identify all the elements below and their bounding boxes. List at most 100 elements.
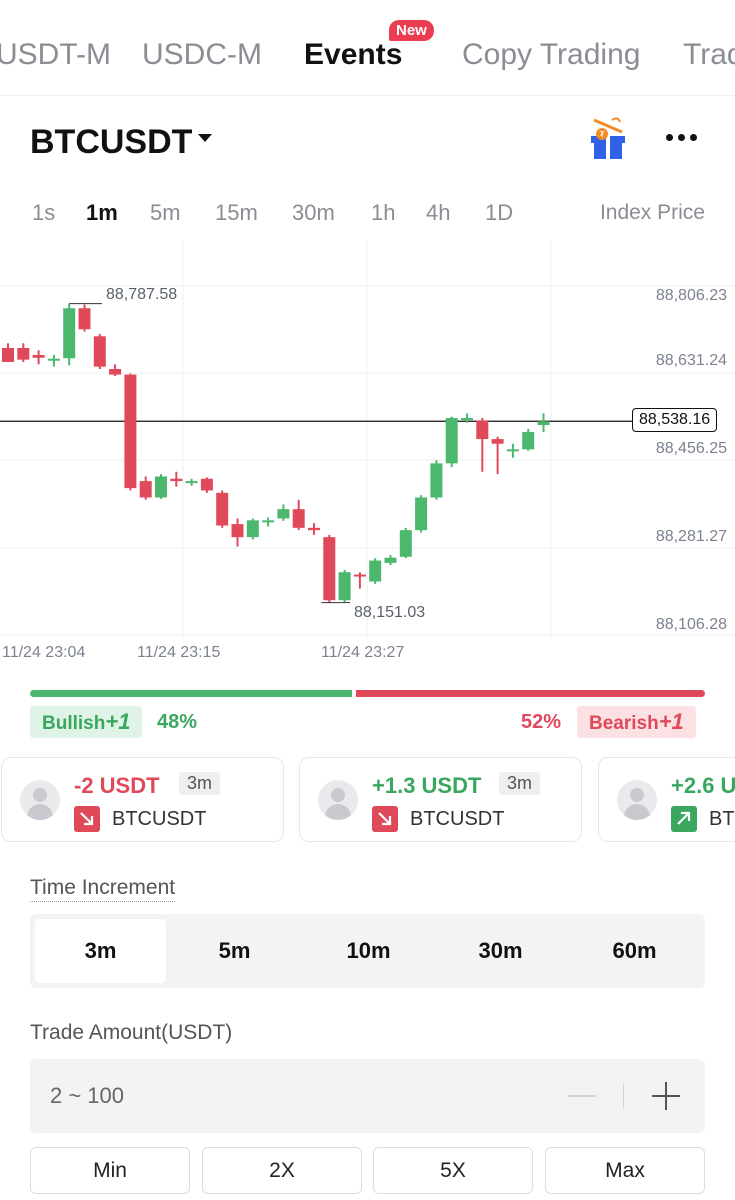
pair-selector[interactable]: BTCUSDT: [30, 123, 193, 161]
candle-body: [476, 420, 489, 440]
interval-5m[interactable]: 5m: [150, 200, 181, 225]
candle-body: [522, 432, 535, 450]
interval-1s[interactable]: 1s: [32, 200, 56, 225]
interval-15m[interactable]: 15m: [215, 200, 258, 225]
bearish-multiplier: +1: [658, 709, 684, 734]
candle-body: [200, 478, 213, 491]
x-tick-label: 11/24 23:15: [137, 644, 221, 661]
bearish-bar: [356, 690, 705, 697]
bearish-label: Bearish: [589, 713, 659, 734]
trade-symbol: BTCUSDT: [112, 808, 207, 830]
candle-body: [93, 336, 106, 367]
bullish-badge: Bullish+1: [30, 706, 143, 738]
bullish-multiplier: +1: [105, 709, 131, 734]
minus-icon: [568, 1095, 596, 1097]
price-chart[interactable]: 88,806.23 88,631.24 88,456.25 88,281.27 …: [0, 240, 735, 670]
recent-trades: -2 USDT 3m BTCUSDT +1.3 USDT 3m BTCUSDT …: [0, 757, 735, 843]
candle-body: [430, 463, 443, 498]
candle-body: [308, 527, 320, 531]
trade-amount-label: Trade Amount(USDT): [30, 1021, 233, 1044]
candle-body: [47, 358, 60, 361]
index-price-toggle[interactable]: Index Price: [599, 201, 705, 224]
y-tick-label: 88,806.23: [655, 287, 727, 304]
time-option-60m[interactable]: 60m: [612, 938, 657, 963]
arrow-up-right-icon: [671, 806, 697, 832]
y-tick-label: 88,106.28: [655, 616, 727, 633]
interval-1m[interactable]: 1m: [86, 200, 118, 225]
min-button[interactable]: Min: [30, 1147, 190, 1194]
low-price-label: 88,151.03: [354, 604, 426, 621]
interval-1d[interactable]: 1D: [485, 200, 514, 225]
candle-body: [32, 354, 45, 358]
candle-body: [139, 481, 152, 498]
max-button[interactable]: Max: [545, 1147, 705, 1194]
trade-amount-field: [30, 1059, 705, 1133]
time-option-3m[interactable]: 3m: [35, 919, 166, 983]
more-icon[interactable]: [666, 134, 698, 142]
sentiment-bar: Bullish+1 48% 52% Bearish+1: [0, 686, 735, 746]
trade-pnl: +1.3 USDT: [372, 773, 482, 798]
trade-pnl: -2 USDT: [74, 773, 160, 798]
candle-body: [246, 520, 259, 538]
bullish-percent: 48%: [157, 711, 198, 733]
trade-symbol: BT: [709, 808, 735, 830]
trade-duration: 3m: [179, 772, 221, 795]
candle-body: [170, 478, 183, 482]
candle-body: [384, 557, 397, 563]
candle-body: [338, 572, 351, 601]
gift-icon[interactable]: ₮: [590, 116, 626, 160]
time-option-5m[interactable]: 5m: [218, 938, 251, 963]
candle-body: [353, 574, 366, 577]
trade-duration: 3m: [499, 772, 541, 795]
interval-4h[interactable]: 4h: [426, 200, 451, 225]
candle-body: [277, 509, 290, 519]
tab-usdt-m[interactable]: USDT-M: [0, 38, 111, 71]
candle-body: [323, 537, 336, 601]
interval-1h[interactable]: 1h: [371, 200, 396, 225]
candle-body: [185, 481, 198, 484]
trade-card[interactable]: +1.3 USDT 3m BTCUSDT: [299, 757, 582, 842]
trade-pnl: +2.6 U: [671, 773, 735, 798]
bearish-percent: 52%: [521, 711, 562, 733]
interval-selector: 1s 1m 5m 15m 30m 1h 4h 1D Index Price: [0, 186, 735, 240]
5x-button[interactable]: 5X: [373, 1147, 533, 1194]
y-tick-label: 88,631.24: [655, 352, 727, 369]
candle-body: [124, 374, 137, 489]
candle-body: [537, 421, 550, 426]
candle-body: [415, 497, 428, 531]
candle-body: [109, 368, 122, 375]
bearish-badge: Bearish+1: [577, 706, 696, 738]
x-tick-label: 11/24 23:27: [321, 644, 405, 661]
tab-events[interactable]: Events: [304, 38, 403, 71]
chart-grid: [0, 240, 735, 638]
pair-header: BTCUSDT ₮: [0, 96, 735, 186]
arrow-down-right-icon: [372, 806, 398, 832]
2x-button[interactable]: 2X: [202, 1147, 362, 1194]
svg-text:₮: ₮: [599, 130, 605, 139]
interval-30m[interactable]: 30m: [292, 200, 335, 225]
tab-trading-bots[interactable]: Trad: [683, 38, 735, 71]
tab-usdc-m[interactable]: USDC-M: [142, 38, 262, 71]
avatar: [20, 780, 60, 820]
candle-body: [262, 520, 275, 523]
time-option-30m[interactable]: 30m: [478, 938, 523, 963]
trade-card[interactable]: -2 USDT 3m BTCUSDT: [1, 757, 284, 842]
candle-body: [491, 439, 504, 444]
bullish-label: Bullish: [42, 713, 106, 734]
candle-body: [506, 449, 519, 452]
trade-amount-input[interactable]: [50, 1081, 450, 1111]
bullish-bar: [30, 690, 352, 697]
y-tick-label: 88,456.25: [655, 440, 727, 457]
x-tick-label: 11/24 23:04: [2, 644, 86, 661]
time-increment-selector: 3m 5m 10m 30m 60m: [30, 914, 705, 988]
time-option-10m[interactable]: 10m: [346, 938, 391, 963]
time-increment-label[interactable]: Time Increment: [30, 876, 176, 902]
trade-card[interactable]: +2.6 U BT: [598, 757, 735, 842]
tab-copy-trading[interactable]: Copy Trading: [462, 38, 641, 71]
chevron-down-icon[interactable]: [198, 134, 212, 142]
trade-symbol: BTCUSDT: [410, 808, 505, 830]
candle-body: [292, 509, 305, 528]
candle-body: [399, 530, 412, 557]
high-price-label: 88,787.58: [106, 286, 178, 303]
plus-icon: [665, 1082, 667, 1110]
